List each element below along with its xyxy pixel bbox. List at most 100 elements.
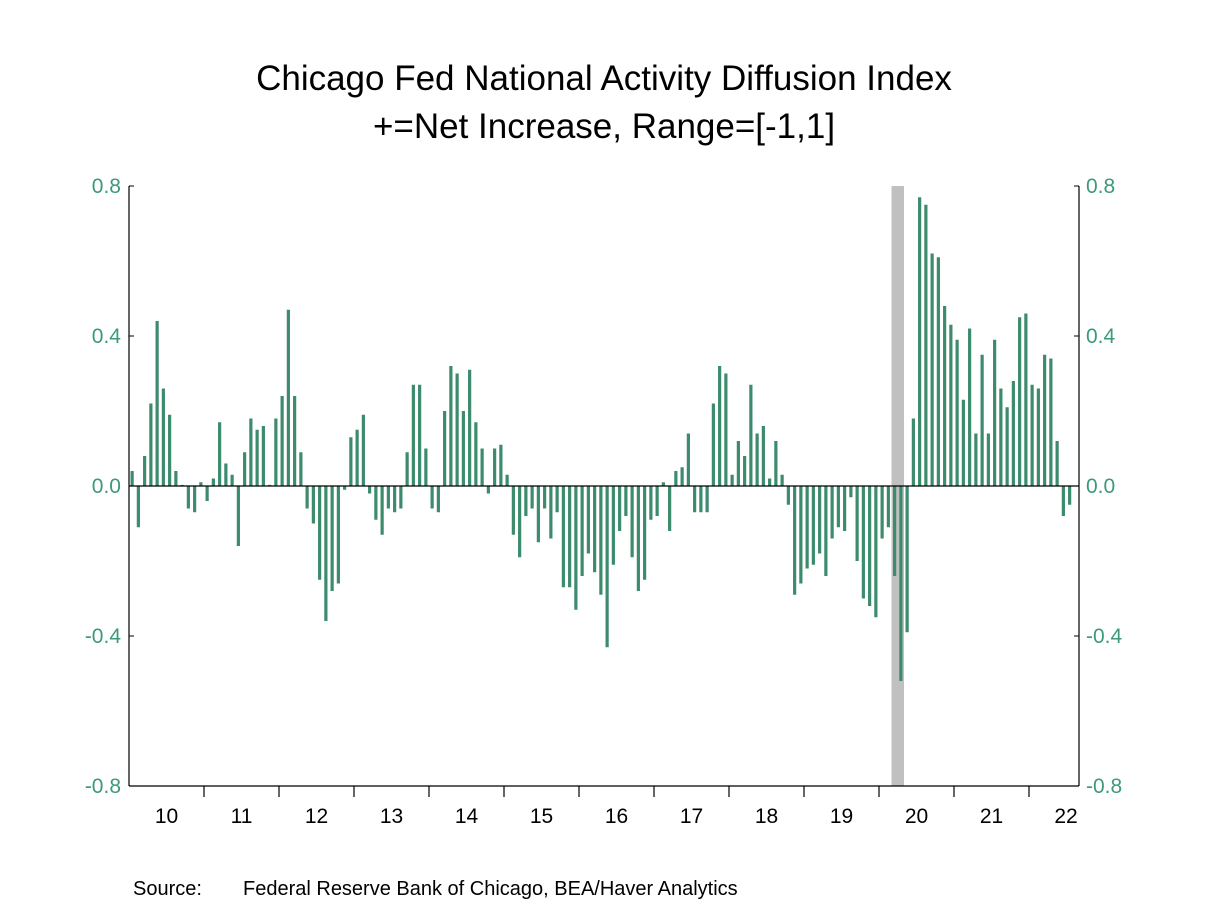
y-tick-label-right: 0.8 (1086, 175, 1115, 198)
bar-2013-09 (405, 452, 409, 486)
bar-2016-11 (643, 486, 647, 580)
bar-2021-08 (999, 388, 1003, 486)
bar-2018-04 (749, 384, 753, 486)
bar-2012-12 (349, 437, 353, 486)
bar-2014-01 (430, 486, 434, 509)
bar-2012-07 (318, 486, 322, 580)
bar-2018-09 (780, 474, 784, 486)
bar-2021-04 (974, 433, 978, 486)
bar-2012-03 (293, 396, 297, 486)
bar-2010-12 (199, 482, 203, 486)
bar-2011-12 (274, 418, 278, 486)
bar-2016-04 (599, 486, 603, 595)
bar-2020-05 (905, 486, 909, 633)
y-tick-label-right: 0.4 (1086, 325, 1116, 348)
bar-2012-01 (280, 396, 284, 486)
y-tick-label-right: -0.4 (1086, 625, 1123, 648)
bar-2017-01 (655, 486, 659, 516)
bar-2021-10 (1011, 381, 1015, 486)
bar-2015-01 (505, 474, 509, 486)
bar-2015-10 (561, 486, 565, 588)
bar-2020-10 (936, 257, 940, 486)
bar-2020-03 (893, 486, 897, 576)
bar-2019-05 (830, 486, 834, 539)
bar-2017-04 (674, 471, 678, 486)
bar-2011-09 (255, 429, 259, 486)
y-tick-label-right: 0.0 (1086, 475, 1115, 498)
bar-2022-01 (1030, 384, 1034, 486)
bar-2019-09 (855, 486, 859, 561)
bar-2010-03 (143, 456, 147, 486)
bar-2015-08 (549, 486, 553, 539)
bar-2014-05 (455, 373, 459, 486)
bar-2017-03 (668, 486, 672, 531)
bar-2013-05 (380, 486, 384, 535)
source-label: Source: (133, 878, 202, 900)
bar-2022-05 (1055, 441, 1059, 486)
x-tick-label: 13 (380, 805, 403, 828)
axes-layer (128, 185, 1080, 797)
bar-2013-04 (374, 486, 378, 520)
bar-2019-12 (874, 486, 878, 618)
bar-2018-10 (786, 486, 790, 505)
bar-2019-11 (868, 486, 872, 606)
bar-2013-01 (355, 429, 359, 486)
bar-2019-10 (861, 486, 865, 599)
bar-2010-11 (193, 486, 197, 513)
x-tick-label: 21 (980, 805, 1003, 828)
bar-2017-11 (718, 366, 722, 486)
bar-2019-03 (818, 486, 822, 554)
source-text: Federal Reserve Bank of Chicago, BEA/Hav… (243, 878, 738, 900)
bar-2013-10 (411, 384, 415, 486)
bar-2014-06 (461, 411, 465, 486)
bar-2011-04 (224, 463, 228, 486)
bar-2013-06 (386, 486, 390, 509)
bar-2011-10 (261, 426, 265, 486)
bar-2017-12 (724, 373, 728, 486)
bar-2010-06 (161, 388, 165, 486)
bar-2011-06 (236, 486, 240, 546)
bar-2015-09 (555, 486, 559, 513)
bar-2018-12 (799, 486, 803, 584)
bar-2020-12 (949, 324, 953, 486)
bar-2016-10 (636, 486, 640, 591)
bar-2022-04 (1049, 358, 1053, 486)
bar-2018-02 (736, 441, 740, 486)
bar-2016-08 (624, 486, 628, 516)
bar-2012-10 (336, 486, 340, 584)
bar-2012-11 (343, 486, 347, 490)
chart-subtitle: +=Net Increase, Range=[-1,1] (373, 107, 835, 146)
bar-2020-01 (880, 486, 884, 539)
x-tick-label: 10 (155, 805, 178, 828)
bar-2017-09 (705, 486, 709, 513)
bar-2013-12 (424, 448, 428, 486)
bar-2018-08 (774, 441, 778, 486)
bar-2013-02 (361, 414, 365, 486)
bar-2015-12 (574, 486, 578, 610)
x-tick-label: 18 (755, 805, 778, 828)
bar-2013-08 (399, 486, 403, 509)
bar-2020-07 (918, 197, 922, 486)
bar-2020-06 (911, 418, 915, 486)
bar-2020-09 (930, 253, 934, 486)
bar-2017-02 (661, 482, 665, 486)
bar-2017-07 (693, 486, 697, 513)
bar-2014-07 (468, 369, 472, 486)
bar-2020-08 (924, 204, 928, 486)
bar-2010-08 (174, 471, 178, 486)
bar-2012-09 (330, 486, 334, 591)
x-tick-label: 14 (455, 805, 479, 828)
bar-2018-07 (768, 478, 772, 486)
bar-2015-11 (568, 486, 572, 588)
bar-2013-11 (418, 384, 422, 486)
bar-2021-09 (1005, 407, 1009, 486)
bar-2016-06 (611, 486, 615, 565)
bar-2016-01 (580, 486, 584, 576)
bar-2017-06 (686, 433, 690, 486)
tick-labels-layer: 0.8 0.8 0.4 0.4 0.0 0.0 -0.4 -0.4 -0.8 -0.8 10 11 12… (85, 175, 1123, 828)
bar-2016-12 (649, 486, 653, 520)
bar-2012-06 (311, 486, 315, 524)
bar-2021-03 (968, 328, 972, 486)
bar-2010-04 (149, 403, 153, 486)
